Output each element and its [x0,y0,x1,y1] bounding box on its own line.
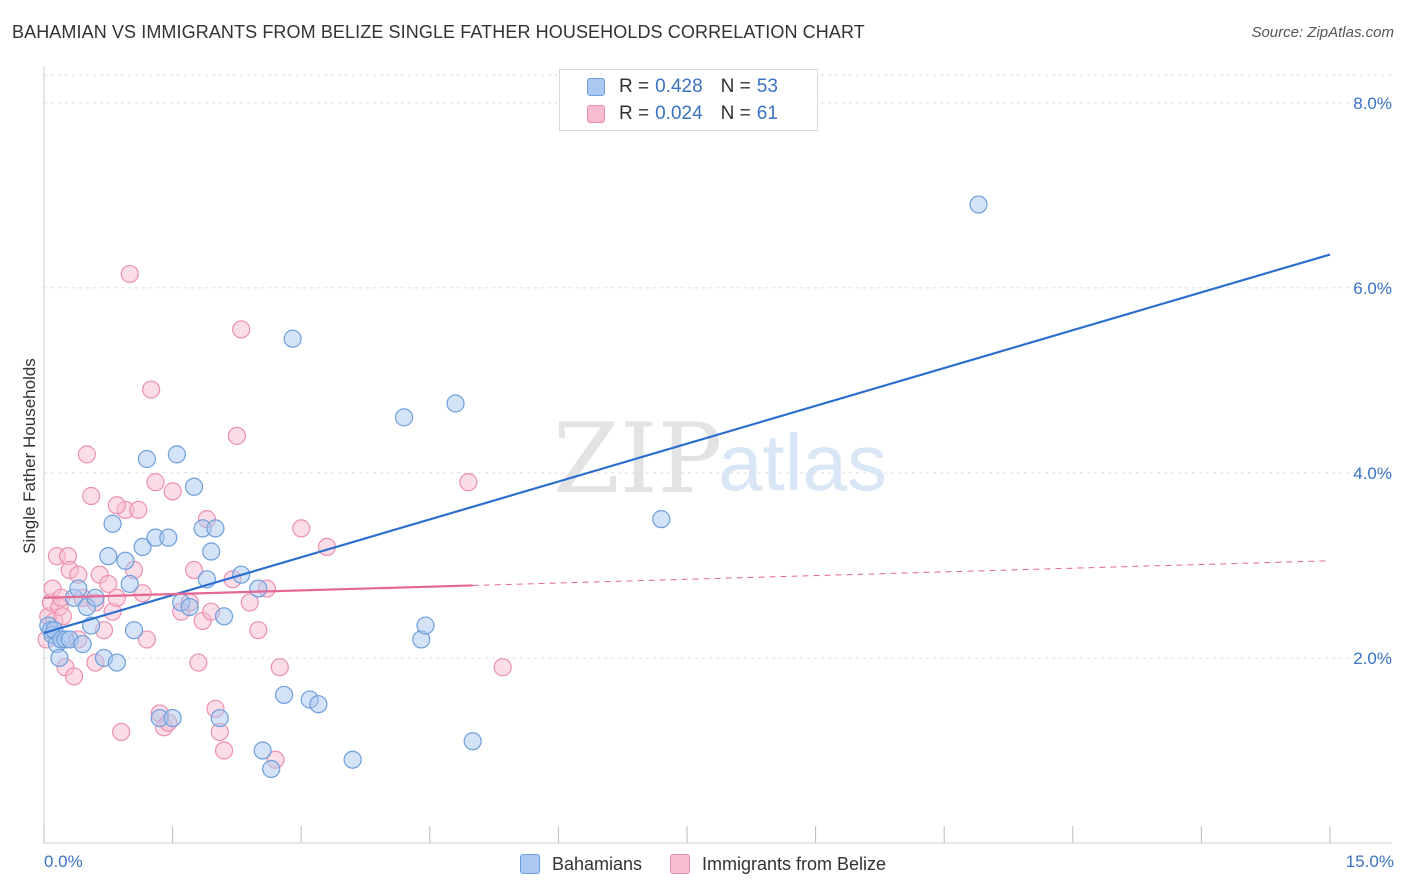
point-belize [142,380,161,399]
point-bahamians [652,510,671,529]
stats-legend: R = 0.428 N = 53 R = 0.024 N = 61 [559,69,818,131]
trend-lines [43,253,1331,635]
point-belize [227,426,246,445]
point-bahamians [214,607,234,626]
point-belize [107,588,126,607]
point-bahamians [103,514,122,533]
point-belize [249,621,268,640]
n-value-belize: 61 [756,103,778,124]
point-belize [189,653,208,672]
legend-item-belize[interactable]: Immigrants from Belize [670,854,886,875]
point-bahamians [69,579,88,598]
legend-label-bahamians: Bahamians [551,853,642,874]
legend-item-bahamians[interactable]: Bahamians [519,853,642,875]
point-bahamians [969,195,988,214]
point-belize [133,584,152,603]
point-bahamians [99,547,118,566]
point-belize [493,658,512,677]
legend-row-bahamians: R = 0.428 N = 53 [587,74,778,100]
source-attribution: Source: ZipAtlas.com [1251,24,1394,41]
point-belize [146,473,165,492]
point-bahamians [116,551,135,570]
point-bahamians [180,597,199,617]
point-bahamians [343,750,362,769]
x-tick-label-max: 15.0% [1345,852,1394,871]
point-belize [77,445,96,464]
y-tick-label: 4.0% [1353,464,1392,483]
trend-line-belize [43,584,473,599]
point-bahamians [120,574,139,594]
point-belize [107,496,126,515]
point-belize [459,473,478,492]
point-belize [120,264,139,284]
legend-swatch-belize [587,105,605,123]
point-belize [53,607,72,626]
point-bahamians [210,708,229,728]
point-bahamians [262,759,281,779]
point-bahamians [86,588,105,607]
point-belize [129,500,148,519]
legend-label-belize: Immigrants from Belize [702,853,887,874]
y-tick-label: 2.0% [1353,649,1392,668]
trend-line-bahamians [43,253,1331,635]
trend-line-belize-extension [472,560,1331,586]
point-bahamians [253,741,272,760]
n-label: N = [720,76,751,97]
point-bahamians [50,648,69,668]
n-label: N = [720,103,751,124]
y-tick-label: 6.0% [1353,279,1392,298]
point-bahamians [159,528,178,547]
legend-row-belize: R = 0.024 N = 61 [587,101,778,127]
r-label: R = [619,103,650,124]
y-tick-label: 8.0% [1353,94,1392,113]
point-belize [214,741,234,760]
point-belize [232,320,251,339]
r-label: R = [619,76,650,97]
point-bahamians [124,621,144,640]
point-bahamians [206,519,225,538]
series-legend: Bahamians Immigrants from Belize [0,852,1406,876]
point-bahamians [167,445,186,464]
point-bahamians [394,408,414,427]
point-bahamians [463,732,482,751]
point-bahamians [416,616,435,635]
point-belize [270,658,289,677]
point-bahamians [137,449,156,469]
point-belize [292,519,311,538]
data-points [37,195,988,779]
point-belize [184,560,204,580]
y-tick-labels: 2.0% 4.0% 6.0% 8.0% [1353,94,1392,668]
legend-swatch-belize [670,854,690,874]
point-belize [137,630,156,649]
axes [43,66,1392,844]
legend-swatch-bahamians [587,78,605,96]
chart-title: BAHAMIAN VS IMMIGRANTS FROM BELIZE SINGL… [12,22,865,42]
watermark-atlas: atlas [718,418,887,507]
point-bahamians [202,542,221,561]
point-belize [99,574,118,594]
point-bahamians [184,477,204,496]
point-bahamians [133,537,152,557]
point-belize [163,482,182,501]
point-bahamians [249,579,268,598]
point-bahamians [73,634,92,654]
x-tick-label-min: 0.0% [44,852,83,871]
point-bahamians [446,394,465,413]
r-value-bahamians: 0.428 [655,76,703,97]
n-value-bahamians: 53 [756,76,778,97]
point-belize [240,593,259,612]
point-bahamians [163,708,182,728]
point-bahamians [309,695,328,714]
point-belize [82,486,101,506]
r-value-belize: 0.024 [655,103,703,124]
legend-swatch-bahamians [519,854,540,874]
point-bahamians [107,653,126,672]
point-bahamians [274,685,294,705]
point-belize [64,667,84,686]
point-bahamians [283,329,302,348]
point-belize [112,722,131,742]
